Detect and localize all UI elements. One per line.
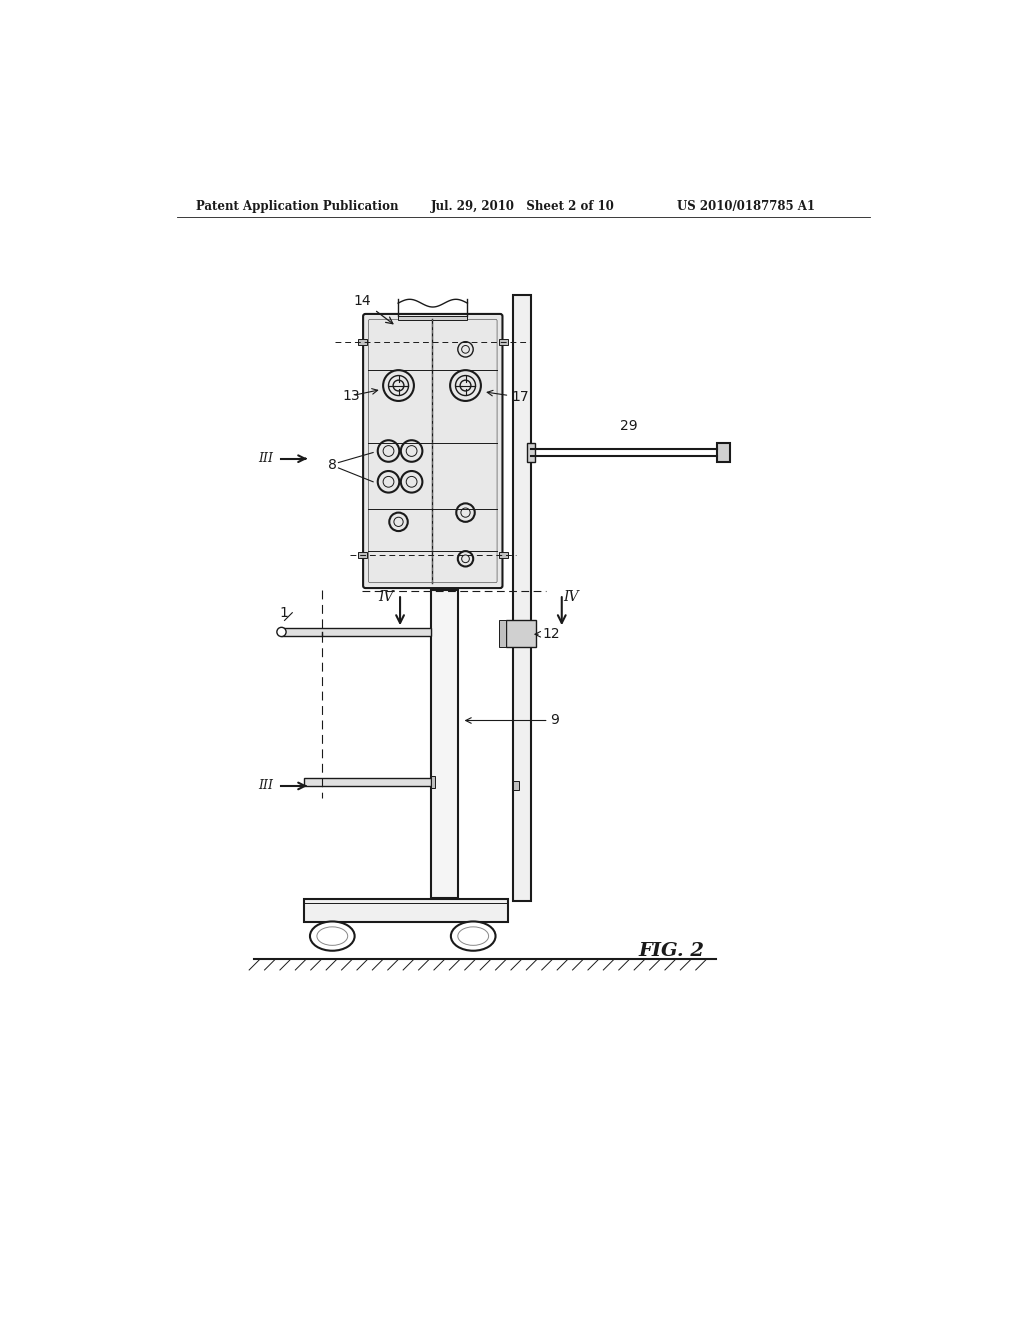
Bar (527, 444, 535, 462)
Text: III: III (258, 453, 273, 465)
Text: 14: 14 (354, 294, 393, 323)
Bar (357, 552, 367, 558)
Text: 9: 9 (550, 714, 559, 727)
Text: IV: IV (563, 590, 579, 605)
Text: Patent Application Publication: Patent Application Publication (196, 199, 398, 213)
Text: 29: 29 (620, 420, 637, 433)
Bar (499, 339, 508, 345)
Bar (506, 620, 537, 647)
Bar (717, 444, 730, 462)
Bar (431, 590, 458, 898)
Text: III: III (258, 779, 273, 792)
Ellipse shape (451, 921, 496, 950)
Ellipse shape (310, 921, 354, 950)
Text: US 2010/0187785 A1: US 2010/0187785 A1 (677, 199, 815, 213)
Bar (304, 779, 431, 785)
Text: 12: 12 (543, 627, 560, 642)
Bar (513, 780, 519, 789)
Text: Jul. 29, 2010   Sheet 2 of 10: Jul. 29, 2010 Sheet 2 of 10 (431, 199, 614, 213)
Bar (513, 296, 531, 902)
Text: IV: IV (379, 590, 394, 605)
Bar (431, 776, 435, 788)
Bar (500, 620, 506, 647)
Text: 1: 1 (280, 606, 289, 620)
FancyBboxPatch shape (364, 314, 503, 589)
Bar (499, 552, 508, 558)
Bar (357, 339, 367, 345)
Text: 8: 8 (328, 458, 337, 471)
Text: FIG. 2: FIG. 2 (639, 942, 705, 961)
Text: 17: 17 (512, 391, 529, 404)
Bar (282, 628, 431, 636)
Bar (304, 899, 508, 923)
Circle shape (276, 627, 286, 636)
Bar (398, 317, 467, 321)
Text: 13: 13 (342, 388, 359, 403)
